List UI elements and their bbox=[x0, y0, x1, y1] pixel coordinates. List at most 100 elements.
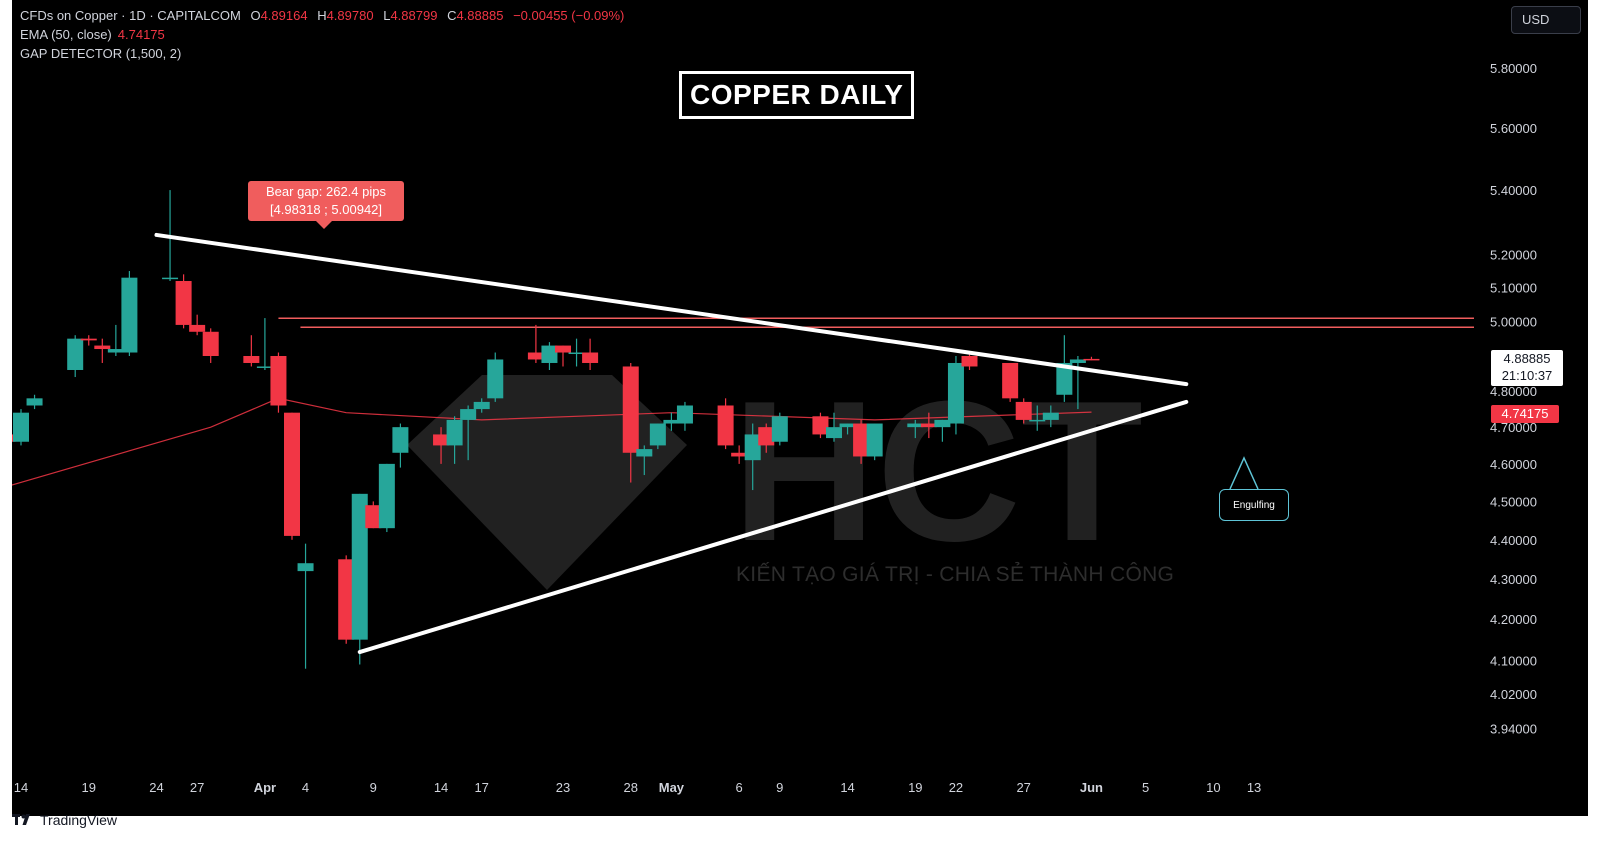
candle-body bbox=[920, 423, 937, 428]
candle-body bbox=[541, 345, 558, 363]
y-tick-label: 4.40000 bbox=[1490, 533, 1537, 548]
candle-body bbox=[392, 427, 409, 453]
x-tick-label: 22 bbox=[949, 780, 963, 795]
ema-50-line bbox=[12, 397, 1092, 486]
x-tick-label: Jun bbox=[1080, 780, 1103, 795]
candle-body bbox=[731, 452, 748, 457]
currency-button[interactable]: USD bbox=[1511, 6, 1581, 34]
candle-body bbox=[1002, 362, 1019, 399]
candle-body bbox=[961, 355, 978, 367]
candle-body bbox=[284, 412, 300, 536]
candle-body bbox=[649, 423, 666, 446]
tradingview-brand[interactable]: TradingView bbox=[12, 812, 117, 828]
x-tick-label: 14 bbox=[434, 780, 448, 795]
symbol-legend[interactable]: CFDs on Copper · 1D · CAPITALCOM O4.8916… bbox=[20, 8, 624, 23]
bear-gap-line2: [4.98318 ; 5.00942] bbox=[269, 202, 383, 217]
ema-price-tag: 4.74175 bbox=[1491, 405, 1559, 423]
candle-body bbox=[663, 419, 680, 424]
candle-body bbox=[839, 423, 856, 428]
x-tick-label: 4 bbox=[302, 780, 309, 795]
x-tick-label: 27 bbox=[190, 780, 204, 795]
engulfing-pointer bbox=[1229, 456, 1259, 490]
bear-gap-line1: Bear gap: 262.4 pips bbox=[266, 184, 386, 199]
x-tick-label: May bbox=[659, 780, 685, 795]
candle-body bbox=[812, 416, 829, 435]
watermark-diamond-icon bbox=[407, 375, 687, 590]
gap-detector-label: GAP DETECTOR (1,500, 2) bbox=[20, 46, 182, 61]
y-tick-label: 4.02000 bbox=[1490, 687, 1537, 702]
ema-legend[interactable]: EMA (50, close) 4.74175 bbox=[20, 27, 165, 42]
candle-body bbox=[1042, 412, 1059, 420]
candle-body bbox=[338, 559, 355, 640]
x-tick-label: 10 bbox=[1206, 780, 1220, 795]
candle-body bbox=[94, 345, 111, 350]
x-tick-label: Apr bbox=[254, 780, 276, 795]
gap-detector-legend[interactable]: GAP DETECTOR (1,500, 2) bbox=[20, 46, 181, 61]
candle-body bbox=[622, 366, 639, 453]
low-value: 4.88799 bbox=[390, 8, 438, 23]
candle-body bbox=[270, 355, 287, 406]
bar-countdown: 21:10:37 bbox=[1501, 368, 1553, 383]
last-price-value: 4.88885 bbox=[1503, 351, 1551, 366]
high-label: H bbox=[317, 8, 327, 23]
y-tick-label: 5.10000 bbox=[1490, 281, 1537, 296]
change-value: −0.00455 (−0.09%) bbox=[513, 8, 625, 23]
candle-body bbox=[1069, 359, 1086, 363]
candle-body bbox=[202, 331, 219, 356]
x-tick-label: 28 bbox=[624, 780, 638, 795]
y-tick-label: 4.10000 bbox=[1490, 653, 1537, 668]
y-tick-label: 5.40000 bbox=[1490, 183, 1537, 198]
candle-body bbox=[107, 349, 124, 353]
y-tick-label: 4.80000 bbox=[1490, 384, 1537, 399]
candle-body bbox=[1056, 362, 1073, 395]
y-tick-label: 4.60000 bbox=[1490, 457, 1537, 472]
candle-body bbox=[907, 423, 924, 428]
x-tick-label: 14 bbox=[14, 780, 28, 795]
candle-body bbox=[297, 563, 314, 572]
y-tick-label: 3.94000 bbox=[1490, 721, 1537, 736]
candle-body bbox=[676, 405, 693, 424]
y-tick-label: 5.20000 bbox=[1490, 248, 1537, 263]
candle-body bbox=[947, 362, 964, 424]
triangle-trendline-upper bbox=[154, 232, 1189, 387]
bear-gap-label: Bear gap: 262.4 pips [4.98318 ; 5.00942] bbox=[248, 181, 404, 229]
x-tick-label: 17 bbox=[474, 780, 488, 795]
watermark-logo: HCT bbox=[407, 360, 1143, 590]
ema-legend-value: 4.74175 bbox=[117, 27, 165, 42]
y-tick-label: 4.20000 bbox=[1490, 612, 1537, 627]
candle-body bbox=[13, 412, 29, 442]
x-tick-label: 23 bbox=[556, 780, 570, 795]
symbol-name: CFDs on Copper · 1D · CAPITALCOM bbox=[20, 8, 241, 23]
candle-body bbox=[744, 434, 761, 461]
candle-body bbox=[67, 338, 84, 370]
x-tick-label: 5 bbox=[1142, 780, 1149, 795]
y-tick-label: 5.00000 bbox=[1490, 315, 1537, 330]
candle-body bbox=[1083, 358, 1100, 361]
candle-body bbox=[162, 277, 179, 280]
y-tick-label: 4.30000 bbox=[1490, 572, 1537, 587]
candle-body bbox=[460, 409, 477, 420]
candle-body bbox=[351, 493, 368, 640]
close-value: 4.88885 bbox=[456, 8, 504, 23]
candle-body bbox=[853, 423, 870, 457]
watermark-tagline: KIẾN TẠO GIÁ TRỊ - CHIA SẺ THÀNH CÔNG bbox=[736, 563, 1175, 586]
candle-body bbox=[934, 419, 951, 428]
x-tick-label: 19 bbox=[908, 780, 922, 795]
candle-body bbox=[758, 427, 775, 446]
x-tick-label: 14 bbox=[840, 780, 854, 795]
candle-body bbox=[121, 277, 138, 353]
candle-body bbox=[568, 352, 585, 355]
candle-body bbox=[866, 423, 883, 457]
y-tick-label: 5.80000 bbox=[1490, 61, 1537, 76]
candlestick-chart[interactable]: HCT 5.80000 5.60000 5.40000 5.20000 5.10000 5.… bbox=[12, 0, 1588, 816]
candle-body bbox=[446, 419, 463, 446]
candle-body bbox=[636, 449, 653, 457]
last-price-tag: 4.88885 21:10:37 bbox=[1491, 350, 1563, 386]
open-value: 4.89164 bbox=[260, 8, 308, 23]
close-label: C bbox=[447, 8, 457, 23]
x-tick-label: 19 bbox=[82, 780, 96, 795]
candle-body bbox=[473, 401, 490, 410]
candle-body bbox=[717, 405, 734, 446]
engulfing-label: Engulfing bbox=[1219, 489, 1289, 521]
watermark-logo-text: HCT bbox=[732, 360, 1143, 583]
